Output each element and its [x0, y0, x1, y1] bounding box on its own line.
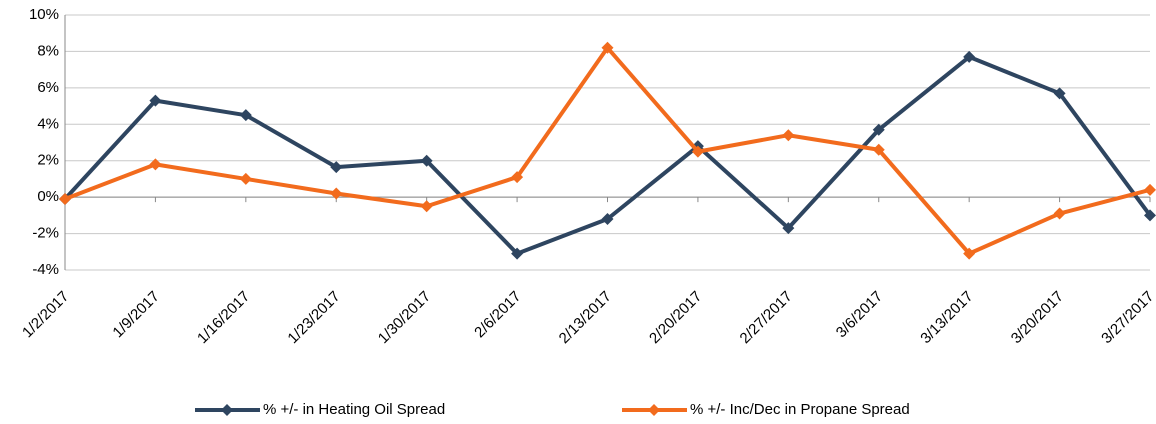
point-marker — [1053, 207, 1066, 220]
point-marker — [420, 200, 433, 213]
x-tick-label: 2/13/2017 — [556, 288, 615, 347]
legend-label: % +/- in Heating Oil Spread — [263, 401, 445, 418]
point-marker — [330, 187, 343, 200]
y-tick-label: 8% — [37, 42, 59, 59]
x-tick-label: 1/23/2017 — [284, 288, 343, 347]
point-marker — [691, 145, 704, 158]
point-marker — [420, 154, 433, 167]
point-marker — [511, 247, 524, 260]
point-marker — [149, 94, 162, 107]
point-marker — [782, 129, 795, 142]
x-tick-label: 1/30/2017 — [375, 288, 434, 347]
point-marker — [149, 158, 162, 171]
x-tick-label: 3/20/2017 — [1008, 288, 1067, 347]
y-tick-label: 2% — [37, 152, 59, 169]
legend-marker — [221, 404, 233, 416]
point-marker — [872, 143, 885, 156]
point-marker — [782, 222, 795, 235]
point-marker — [963, 247, 976, 260]
x-tick-label: 2/20/2017 — [646, 288, 705, 347]
legend-marker — [648, 404, 660, 416]
point-marker — [963, 50, 976, 63]
x-tick-label: 3/6/2017 — [833, 288, 886, 341]
y-tick-label: 6% — [37, 79, 59, 96]
x-tick-label: 3/13/2017 — [917, 288, 976, 347]
x-tick-label: 1/9/2017 — [109, 288, 162, 341]
x-tick-label: 1/2/2017 — [19, 288, 72, 341]
x-tick-label: 3/27/2017 — [1098, 288, 1156, 347]
point-marker — [1144, 209, 1156, 222]
point-marker — [511, 171, 524, 184]
y-tick-label: 4% — [37, 115, 59, 132]
y-tick-label: -2% — [32, 225, 59, 242]
y-tick-label: 10% — [29, 6, 59, 23]
point-marker — [59, 192, 71, 205]
y-tick-label: 0% — [37, 188, 59, 205]
x-tick-label: 1/16/2017 — [194, 288, 253, 347]
point-marker — [1053, 87, 1066, 100]
point-marker — [330, 161, 343, 174]
point-marker — [601, 41, 614, 54]
y-tick-label: -4% — [32, 261, 59, 278]
point-marker — [239, 172, 252, 185]
point-marker — [872, 123, 885, 136]
x-tick-label: 2/27/2017 — [737, 288, 796, 347]
legend-label: % +/- Inc/Dec in Propane Spread — [690, 401, 910, 418]
point-marker — [1144, 183, 1156, 196]
point-marker — [601, 213, 614, 225]
x-tick-label: 2/6/2017 — [471, 288, 524, 341]
point-marker — [239, 109, 252, 122]
